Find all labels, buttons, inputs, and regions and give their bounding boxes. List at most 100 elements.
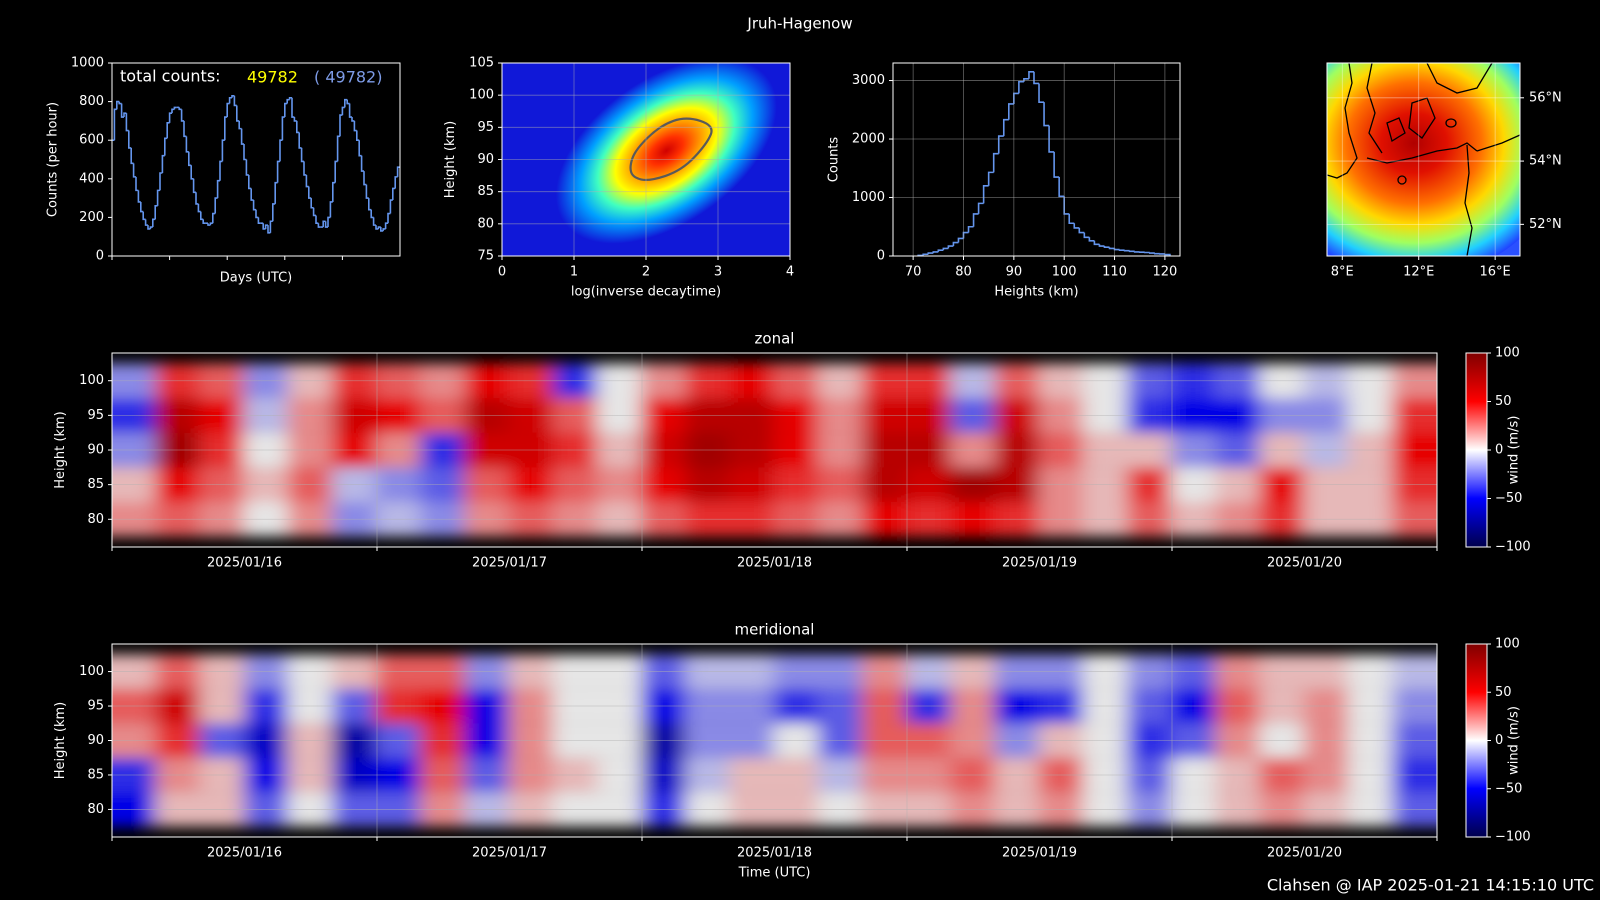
y-tick-label: 75	[477, 249, 494, 264]
histogram-bin	[1033, 71, 1040, 85]
count-step	[341, 106, 345, 116]
coastline	[1327, 63, 1358, 179]
colorbar-label: wind (m/s)	[1507, 416, 1522, 485]
count-step	[384, 222, 388, 229]
count-step	[240, 128, 244, 145]
histogram-bin	[1073, 223, 1080, 229]
y-axis-label: Height (km)	[53, 702, 68, 779]
histogram-bin	[1048, 125, 1055, 153]
count-step	[252, 200, 256, 211]
axes-frame	[501, 62, 791, 257]
count-step	[164, 137, 168, 156]
histogram-bin	[1063, 196, 1070, 215]
y-tick-label: 80	[87, 512, 104, 527]
count-step	[396, 166, 400, 177]
colorbar-tick-label: 50	[1495, 685, 1512, 700]
x-axis-label: log(inverse decaytime)	[571, 285, 721, 300]
y-axis-label: Height (km)	[443, 121, 458, 198]
count-step	[365, 184, 369, 199]
x-tick-label: 2025/01/16	[207, 556, 282, 571]
x-tick-label: 8°E	[1331, 265, 1354, 280]
count-step	[387, 212, 391, 224]
count-step	[137, 190, 141, 203]
x-tick-label: 2025/01/16	[207, 846, 282, 861]
count-step	[130, 147, 134, 165]
count-step	[245, 159, 249, 176]
count-step	[159, 172, 163, 191]
histogram-bin	[1043, 102, 1050, 127]
annotation-total: 49782	[247, 68, 298, 87]
count-step	[363, 171, 367, 186]
x-tick-label: 80	[955, 265, 972, 280]
y-tick-label: 100	[79, 664, 104, 679]
x-tick-label: 2025/01/17	[472, 556, 547, 571]
footer: Clahsen @ IAP 2025-01-21 14:15:10 UTC	[1267, 876, 1594, 895]
colorbar-tick-label: −50	[1495, 781, 1522, 796]
y-tick-label: 2000	[852, 132, 885, 147]
colorbar-tick-label: 0	[1495, 733, 1503, 748]
histogram-bin	[987, 171, 994, 186]
panel-title: meridional	[735, 621, 815, 639]
y-tick-label: 1000	[852, 190, 885, 205]
coastline	[1397, 175, 1407, 185]
y-tick-label: 0	[96, 249, 104, 264]
count-step	[190, 165, 194, 180]
count-step	[334, 160, 338, 183]
histogram-bin	[962, 231, 969, 239]
count-step	[329, 201, 333, 218]
plot-area	[917, 70, 1171, 256]
histogram-bin	[1128, 250, 1135, 253]
coastline	[1408, 97, 1436, 139]
y-tick-label: 90	[477, 152, 494, 167]
x-axis-label: Time (UTC)	[738, 866, 811, 881]
y-tick-label: 100	[79, 373, 104, 388]
count-step	[216, 179, 220, 199]
count-step	[195, 192, 199, 205]
count-step	[236, 105, 240, 122]
y-tick-label: 0	[877, 249, 885, 264]
map-field	[1327, 63, 1520, 256]
figure-title: Jruh-Hagenow	[746, 15, 852, 33]
count-step	[368, 198, 372, 211]
x-tick-label: 4	[786, 265, 794, 280]
y-tick-label: 85	[87, 767, 104, 782]
count-step	[351, 117, 355, 122]
histogram-bin	[1113, 248, 1120, 251]
y-axis-label: Height (km)	[53, 411, 68, 488]
count-step	[317, 223, 321, 228]
histogram-bin	[972, 213, 979, 227]
coastlines	[1327, 63, 1520, 256]
count-step	[149, 226, 153, 229]
histogram-bin	[942, 247, 949, 251]
histogram-bin	[1028, 70, 1034, 79]
y-tick-label: 1000	[71, 56, 104, 71]
histogram-bin	[967, 225, 974, 233]
count-step	[255, 209, 259, 219]
histogram-bin	[932, 251, 939, 254]
colorbar-tick-label: 0	[1495, 443, 1503, 458]
plot-area	[112, 95, 400, 234]
histogram-bin	[1123, 249, 1130, 252]
count-step	[238, 120, 242, 130]
y-tick-label: 200	[79, 210, 104, 225]
x-tick-label: 2025/01/20	[1267, 556, 1342, 571]
x-tick-label: 90	[1006, 265, 1023, 280]
histogram-bin	[947, 245, 954, 249]
count-step	[202, 219, 206, 224]
coastline	[1366, 63, 1383, 154]
count-step	[200, 211, 204, 221]
colorbar-tick-label: 100	[1495, 637, 1520, 652]
count-step	[389, 199, 393, 214]
x-tick-label: 120	[1152, 265, 1177, 280]
x-tick-label: 110	[1102, 265, 1127, 280]
count-step	[178, 107, 182, 111]
count-step	[168, 112, 172, 123]
count-step	[346, 99, 350, 105]
colorbar	[1465, 352, 1488, 548]
histogram-bin	[1038, 83, 1045, 103]
y-tick-label: 85	[87, 477, 104, 492]
count-step	[156, 189, 160, 206]
axes-frame	[1326, 62, 1521, 257]
count-step	[356, 130, 360, 141]
histogram-bin	[977, 202, 984, 214]
